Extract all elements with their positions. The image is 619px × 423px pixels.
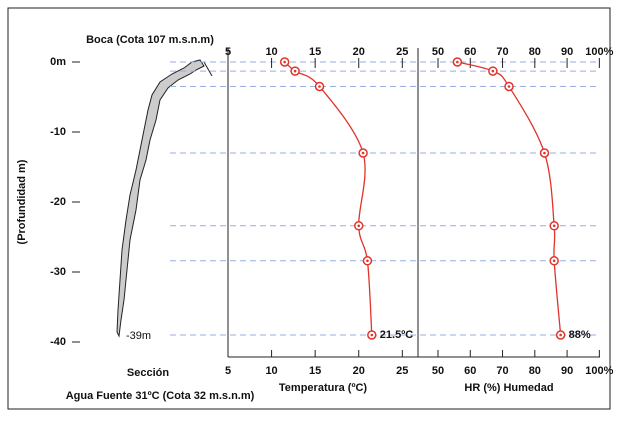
x-tick-label: 70 [496,365,508,377]
profile-line [457,61,562,336]
point-center [559,333,562,337]
point-center [456,60,459,64]
y-tick-label: -10 [50,126,66,138]
point-center [552,259,556,263]
value-label: 88% [569,329,591,341]
point-center [370,333,374,337]
x-tick-label-top: 70 [496,46,508,58]
x-tick-label: 90 [561,365,573,377]
x-axis-label: Temperatura (ºC) [279,382,367,394]
x-tick-label-top: 80 [529,46,541,58]
point-center [507,85,511,88]
point-center [318,85,321,88]
cave-section [116,59,205,338]
x-tick-label: 5 [225,365,231,377]
x-tick-label: 25 [396,365,408,377]
x-axis-label: HR (%) Humedad [464,382,553,394]
x-tick-label: 60 [464,365,476,377]
point-center [552,224,556,228]
x-tick-label-top: 90 [561,46,573,58]
value-label: 21.5ºC [380,329,413,341]
spring-label: Agua Fuente 31ºC (Cota 32 m.s.n.m) [66,390,255,402]
y-tick-label: -20 [50,196,66,208]
y-axis-label: (Profundidad m) [16,159,28,244]
point-center [361,151,365,155]
section-label: Sección [127,367,169,379]
x-tick-label-top: 5 [225,46,231,58]
x-tick-label: 15 [309,365,321,377]
terrain-line [203,61,213,77]
x-tick-label-top: 15 [309,46,321,58]
x-tick-label-top: 20 [353,46,365,58]
mouth-label: Boca (Cota 107 m.s.n.m) [86,34,214,46]
x-tick-label-top: 10 [265,46,277,58]
bottom-label: -39m [126,330,151,342]
profile-line [284,61,373,336]
y-tick-label: -40 [50,336,66,348]
y-tick-label: 0m [50,56,66,68]
x-tick-label-top: 100% [585,46,613,58]
x-tick-label-top: 25 [396,46,408,58]
x-tick-label: 20 [353,365,365,377]
x-tick-label-top: 50 [432,46,444,58]
y-tick-label: -30 [50,266,66,278]
point-center [357,224,361,228]
point-center [366,259,369,263]
x-tick-label: 50 [432,365,444,377]
x-tick-label: 100% [585,365,613,377]
x-tick-label: 80 [529,365,541,377]
x-tick-label-top: 60 [464,46,476,58]
point-center [491,69,495,73]
frame [7,7,611,410]
x-tick-label: 10 [265,365,277,377]
point-center [293,69,297,73]
point-center [543,151,546,155]
point-center [283,60,286,64]
